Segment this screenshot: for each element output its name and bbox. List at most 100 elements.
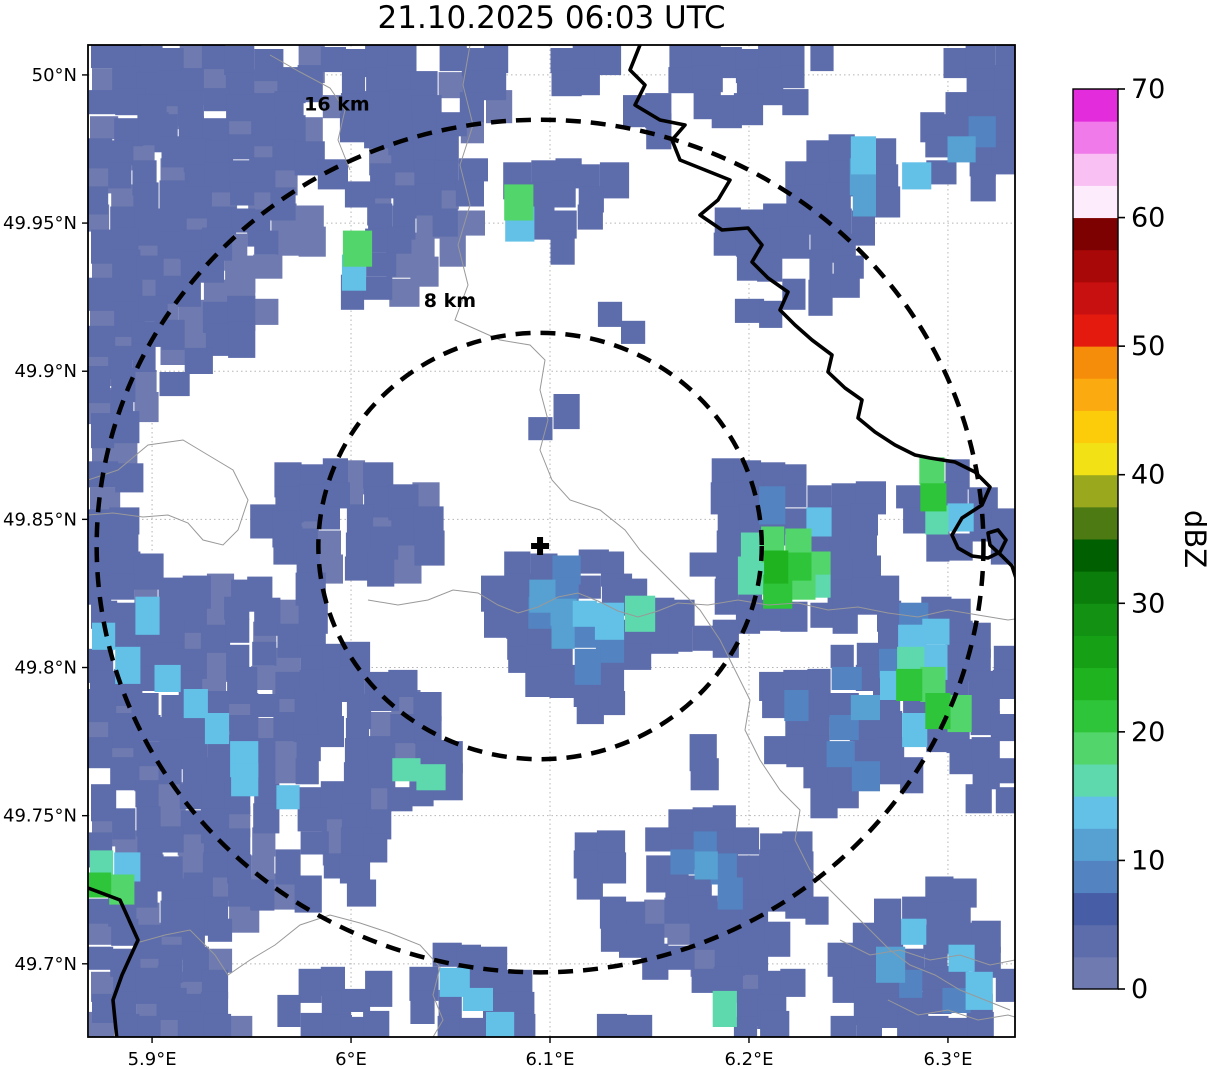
echo-cell xyxy=(805,896,829,925)
echo-cell xyxy=(942,620,973,644)
echo-cell xyxy=(621,320,646,344)
echo-cell xyxy=(340,1016,370,1037)
echo-cell xyxy=(458,158,488,182)
echo-cell xyxy=(850,503,878,536)
echo-cell xyxy=(925,134,955,158)
echo-cell xyxy=(108,713,136,749)
colorbar-segment xyxy=(1073,121,1118,154)
echo-cell xyxy=(228,134,255,160)
echo-cell xyxy=(783,851,814,876)
echo-cell xyxy=(967,1011,994,1037)
echo-cell xyxy=(572,600,597,627)
echo-cell xyxy=(368,760,396,789)
echo-cell xyxy=(250,694,280,718)
colorbar-segment xyxy=(1073,153,1118,186)
echo-cell xyxy=(896,485,922,509)
echo-cell xyxy=(576,872,603,900)
echo-cell xyxy=(597,668,625,692)
echo-cell xyxy=(437,1015,461,1037)
echo-cell xyxy=(780,45,805,70)
echo-cell xyxy=(919,457,945,485)
echo-cell xyxy=(920,483,947,512)
colorbar-segment xyxy=(1073,603,1118,636)
echo-cell xyxy=(625,595,656,632)
echo-cell xyxy=(694,851,718,880)
echo-cell xyxy=(571,68,600,96)
echo-cell xyxy=(851,210,875,246)
echo-cell xyxy=(850,136,876,175)
colorbar-segment xyxy=(1073,699,1118,733)
colorbar-tick-label: 0 xyxy=(1131,974,1148,1005)
echo-cell xyxy=(483,68,507,101)
echo-cell xyxy=(203,1013,232,1037)
echo-cell xyxy=(177,1011,206,1037)
echo-cell xyxy=(810,45,834,72)
echo-cell xyxy=(921,967,946,991)
colorbar-tick-label: 60 xyxy=(1131,203,1165,234)
river-line xyxy=(628,45,1015,580)
echo-cell xyxy=(228,321,256,358)
echo-cell xyxy=(736,988,761,1026)
echo-cell xyxy=(852,180,876,217)
x-tick-label: 6.1°E xyxy=(526,1049,575,1069)
echo-cell xyxy=(733,827,760,855)
echo-cell xyxy=(781,65,805,89)
echo-cell xyxy=(784,690,809,722)
echo-cell xyxy=(158,761,182,785)
echo-cell xyxy=(271,760,302,784)
echo-cell xyxy=(784,875,814,899)
echo-cell xyxy=(92,622,116,650)
echo-cell xyxy=(154,664,181,692)
echo-cell xyxy=(712,990,737,1027)
echo-cell xyxy=(200,249,225,283)
echo-cell xyxy=(733,93,764,126)
echo-cell xyxy=(224,46,255,76)
colorbar-segment xyxy=(1073,892,1118,926)
echo-cell xyxy=(759,300,783,328)
echo-cell xyxy=(925,693,951,730)
echo-cell xyxy=(598,691,626,716)
echo-cell xyxy=(438,989,462,1020)
colorbar-segment xyxy=(1073,796,1118,829)
echo-cell xyxy=(387,787,413,812)
colorbar-segment xyxy=(1073,667,1118,701)
echo-cell xyxy=(902,713,928,748)
echo-cell xyxy=(91,784,117,822)
echo-cell xyxy=(298,226,326,257)
echo-cell xyxy=(665,873,689,900)
echo-cell xyxy=(876,946,906,983)
echo-cell xyxy=(762,688,788,719)
echo-cell xyxy=(88,366,111,404)
echo-cell xyxy=(254,230,279,255)
echo-cell xyxy=(713,232,739,256)
colorbar-segment xyxy=(1073,442,1118,476)
echo-cell xyxy=(717,877,743,910)
echo-cell xyxy=(432,208,458,237)
echo-cell xyxy=(364,115,392,149)
echo-cell xyxy=(109,140,134,166)
echo-cell xyxy=(135,596,160,635)
echo-cell xyxy=(367,736,396,762)
echo-cell xyxy=(667,921,697,945)
echo-cell xyxy=(737,556,769,595)
echo-cell xyxy=(594,602,625,640)
echo-cell xyxy=(690,758,719,791)
echo-cell xyxy=(138,295,168,322)
echo-cell xyxy=(88,186,109,215)
echo-cell xyxy=(666,945,695,970)
y-tick-label: 49.8°N xyxy=(14,658,77,679)
colorbar-tick-label: 10 xyxy=(1131,845,1165,876)
echo-cell xyxy=(155,826,184,853)
echo-cell xyxy=(553,394,580,430)
echo-cell xyxy=(764,921,791,957)
echo-cell xyxy=(204,896,229,923)
colorbar-unit-label: dBZ xyxy=(1178,510,1207,568)
range-ring xyxy=(94,117,986,975)
y-tick-label: 49.85°N xyxy=(3,509,77,530)
echo-cell xyxy=(300,831,329,855)
boundary-layer xyxy=(88,45,1015,1037)
echo-cell xyxy=(342,230,373,267)
echo-cell xyxy=(553,210,577,239)
echo-cell xyxy=(226,94,255,122)
echo-cell xyxy=(551,620,575,649)
